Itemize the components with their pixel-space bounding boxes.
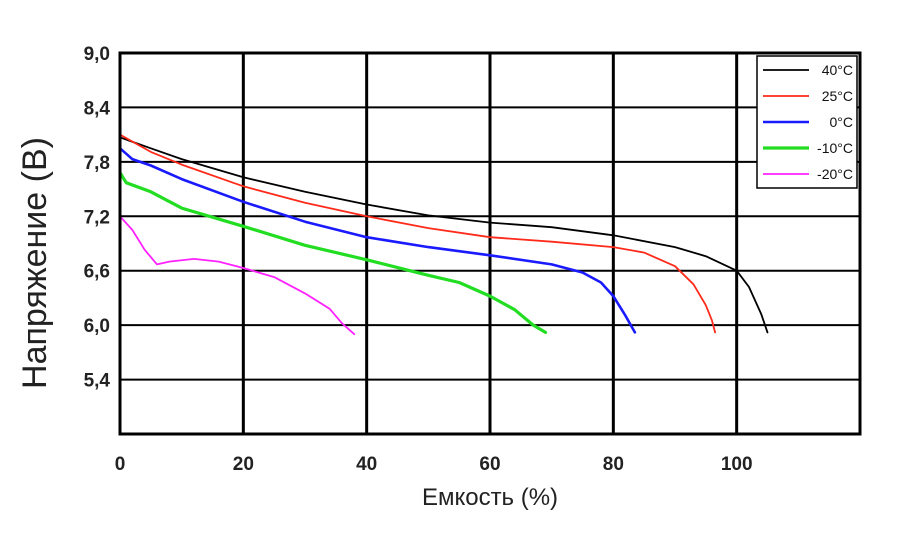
- x-tick-label: 100: [721, 454, 753, 475]
- series-line: [118, 171, 548, 334]
- y-tick-label: 7,2: [84, 207, 110, 228]
- series-line: [119, 215, 356, 336]
- legend-label: -20°C: [817, 166, 853, 182]
- series-line: [118, 147, 637, 334]
- x-tick-label: 40: [356, 454, 377, 475]
- x-tick-labels: 0 20 40 60 80 100: [115, 454, 753, 475]
- plot-border: [118, 51, 862, 436]
- y-tick-label: 8,4: [84, 98, 111, 119]
- x-tick-label: 20: [233, 454, 254, 475]
- x-tick-label: 60: [479, 454, 500, 475]
- legend-label: -10°C: [817, 140, 853, 156]
- series-line: [119, 133, 716, 334]
- x-tick-label: 80: [603, 454, 624, 475]
- y-tick-label: 9,0: [84, 44, 110, 65]
- y-tick-label: 6,0: [84, 316, 110, 337]
- legend: 40°C 25°C 0°C -10°C -20°C: [756, 55, 858, 189]
- legend-label: 40°C: [822, 62, 853, 78]
- x-tick-label: 0: [115, 454, 126, 475]
- y-tick-labels: 9,0 8,4 7,8 7,2 6,6 6,0 5,4: [84, 44, 111, 392]
- grid-lines: [120, 53, 860, 434]
- series-lines: [118, 133, 769, 336]
- series-line: [119, 136, 769, 334]
- y-axis-title: Напряжение (В): [16, 137, 54, 389]
- y-tick-label: 7,8: [84, 153, 110, 174]
- y-tick-label: 6,6: [84, 262, 110, 283]
- y-tick-label: 5,4: [84, 371, 111, 392]
- legend-label: 0°C: [830, 114, 854, 130]
- legend-label: 25°C: [822, 88, 853, 104]
- x-axis-title: Емкость (%): [422, 484, 558, 511]
